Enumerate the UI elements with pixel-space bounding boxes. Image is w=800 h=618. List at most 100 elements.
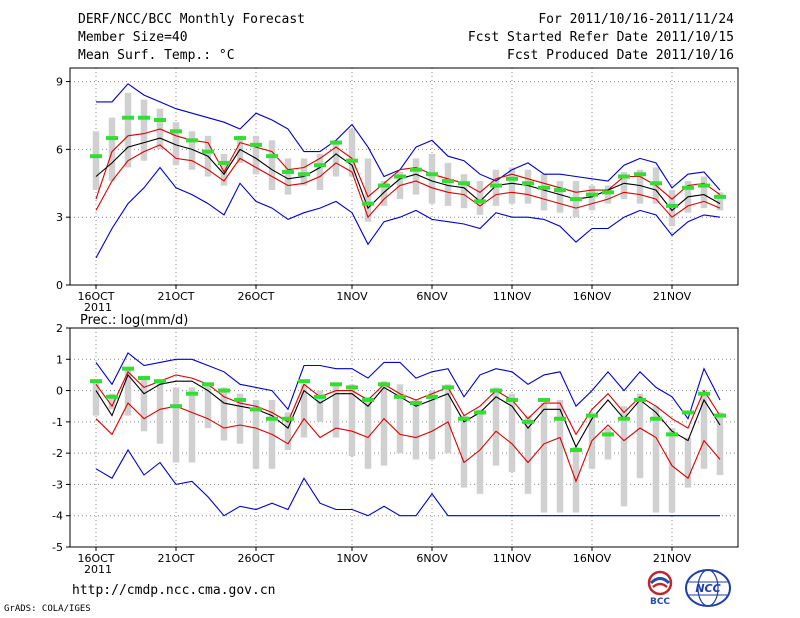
median-marker	[378, 382, 390, 387]
median-marker	[602, 190, 614, 195]
median-marker	[122, 366, 134, 371]
median-marker	[122, 115, 134, 120]
ensemble-box	[188, 387, 196, 463]
member-size: Member Size=40	[78, 30, 188, 45]
median-marker	[394, 174, 406, 179]
median-marker	[362, 397, 374, 402]
y-tick-label: -2	[52, 447, 63, 460]
x-tick-label: 6NOV	[416, 290, 448, 303]
median-marker	[298, 379, 310, 384]
ensemble-box	[524, 415, 532, 494]
ensemble-box	[124, 368, 132, 416]
median-marker	[250, 407, 262, 412]
median-marker	[298, 172, 310, 177]
x-tick-label: 16OCT	[77, 552, 114, 565]
ensemble-box	[108, 393, 116, 410]
median-marker	[682, 410, 694, 415]
median-marker	[490, 388, 502, 393]
median-marker	[218, 160, 230, 165]
median-marker	[154, 379, 166, 384]
median-marker	[138, 376, 150, 381]
median-marker	[346, 158, 358, 163]
median-marker	[506, 176, 518, 181]
ensemble-box	[92, 131, 100, 191]
median-marker	[202, 382, 214, 387]
upper-line	[95, 128, 721, 200]
x-tick-label: 21NOV	[653, 290, 692, 303]
median-marker	[202, 149, 214, 154]
ensemble-box	[316, 153, 324, 191]
x-tick-label: 21NOV	[653, 552, 692, 565]
median-marker	[426, 394, 438, 399]
ensemble-box	[252, 399, 260, 469]
min-line	[95, 166, 721, 259]
y-tick-label: 3	[56, 211, 63, 224]
median-marker	[170, 404, 182, 409]
ensemble-box	[668, 190, 676, 227]
variable-label: Mean Surf. Temp.: °C	[78, 48, 235, 63]
ensemble-box	[284, 158, 292, 195]
y-tick-label: 6	[56, 143, 63, 156]
ensemble-box	[668, 428, 676, 513]
y-tick-label: 0	[56, 385, 63, 398]
median-marker	[282, 169, 294, 174]
median-marker	[714, 413, 726, 418]
ensemble-box	[620, 171, 628, 200]
ensemble-box	[460, 415, 468, 488]
median-marker	[586, 413, 598, 418]
median-marker	[554, 188, 566, 193]
ensemble-box	[332, 140, 340, 177]
ensemble-box	[124, 92, 132, 168]
median-marker	[666, 203, 678, 208]
bcc-logo-ring	[647, 570, 673, 596]
x-tick-year-label: 2011	[84, 563, 112, 576]
median-marker	[186, 391, 198, 396]
median-marker	[106, 394, 118, 399]
median-marker	[170, 129, 182, 134]
median-marker	[618, 416, 630, 421]
ensemble-box	[236, 393, 244, 444]
median-marker	[266, 154, 278, 159]
ensemble-box	[412, 158, 420, 195]
ensemble-box	[636, 169, 644, 204]
ensemble-box	[492, 387, 500, 466]
median-marker	[538, 185, 550, 190]
forecast-period: For 2011/10/16-2011/11/24	[538, 12, 734, 27]
ensemble-box	[156, 381, 164, 444]
footer-url[interactable]: http://cmdp.ncc.cma.gov.cn	[72, 583, 276, 598]
ensemble-box	[220, 153, 228, 186]
ensemble-box	[364, 158, 372, 222]
y-tick-label: 2	[56, 322, 63, 335]
ensemble-box	[332, 384, 340, 438]
median-marker	[522, 419, 534, 424]
ensemble-box	[524, 169, 532, 204]
ensemble-box	[620, 406, 628, 507]
ensemble-box	[316, 390, 324, 422]
ensemble-box	[508, 167, 516, 204]
ensemble-box	[380, 381, 388, 466]
median-marker	[106, 136, 118, 141]
median-marker	[458, 416, 470, 421]
median-marker	[570, 197, 582, 202]
x-tick-label: 6NOV	[416, 552, 448, 565]
median-marker	[634, 172, 646, 177]
ensemble-box	[556, 399, 564, 513]
median-marker	[138, 115, 150, 120]
x-tick-label: 26OCT	[237, 552, 274, 565]
grads-credit: GrADS: COLA/IGES	[4, 604, 91, 614]
ensemble-box	[348, 384, 356, 457]
ensemble-box	[172, 122, 180, 166]
y-tick-label: 0	[56, 279, 63, 292]
ensemble-box	[716, 192, 724, 211]
median-marker	[314, 394, 326, 399]
ncc-logo: NCC	[685, 569, 731, 607]
x-tick-label: 1NOV	[336, 290, 368, 303]
ensemble-box	[268, 140, 276, 191]
ensemble-box	[652, 406, 660, 513]
ensemble-box	[284, 412, 292, 451]
started-date: Fcst Started Refer Date 2011/10/15	[467, 30, 734, 45]
x-tick-label: 16OCT	[77, 290, 114, 303]
max-line	[96, 83, 721, 191]
ensemble-box	[460, 174, 468, 209]
ensemble-box	[300, 384, 308, 438]
